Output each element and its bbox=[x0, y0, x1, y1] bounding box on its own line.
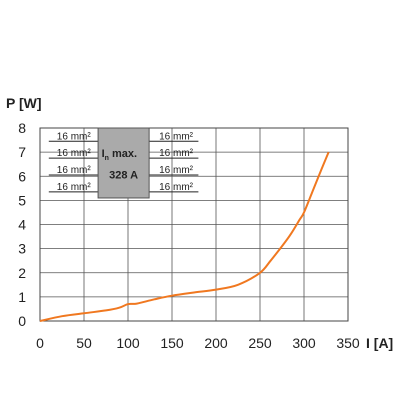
x-tick-label: 350 bbox=[336, 335, 360, 351]
y-tick-label: 8 bbox=[18, 120, 26, 136]
y-axis-title: P [W] bbox=[6, 95, 42, 111]
x-tick-label: 100 bbox=[116, 335, 140, 351]
y-tick-label: 1 bbox=[18, 289, 26, 305]
left-wire-label: 16 mm² bbox=[57, 131, 92, 142]
rated-current-subscript: n bbox=[105, 155, 109, 162]
right-wire-label: 16 mm² bbox=[159, 165, 194, 176]
left-wire-label: 16 mm² bbox=[57, 165, 92, 176]
left-wires: 16 mm² 16 mm² 16 mm² 16 mm² bbox=[48, 131, 99, 193]
x-tick-label: 300 bbox=[292, 335, 316, 351]
rated-current-symbol: I bbox=[102, 148, 105, 160]
x-tick-label: 250 bbox=[248, 335, 272, 351]
right-wire-label: 16 mm² bbox=[159, 182, 194, 193]
x-tick-label: 150 bbox=[160, 335, 184, 351]
y-tick-label: 6 bbox=[18, 168, 26, 184]
x-tick-label: 200 bbox=[204, 335, 228, 351]
rated-current-max: max. bbox=[112, 148, 137, 160]
terminal-block-box bbox=[97, 127, 150, 199]
y-tick-label: 7 bbox=[18, 144, 26, 160]
plot-frame bbox=[39, 127, 349, 322]
right-wire-label: 16 mm² bbox=[159, 131, 194, 142]
x-axis-title: I [A] bbox=[366, 335, 393, 351]
left-wire-label: 16 mm² bbox=[57, 148, 92, 159]
y-tick-label: 4 bbox=[18, 217, 26, 233]
rated-current-label: In max. bbox=[102, 148, 137, 162]
rated-current-value: 328 A bbox=[109, 170, 138, 182]
left-wire-label: 16 mm² bbox=[57, 182, 92, 193]
x-tick-label: 50 bbox=[76, 335, 92, 351]
right-wires: 16 mm² 16 mm² 16 mm² 16 mm² bbox=[149, 131, 199, 193]
x-tick-label: 0 bbox=[36, 335, 44, 351]
power-loss-line bbox=[39, 151, 330, 322]
x-tick-labels: 0 50 100 150 200 250 300 350 bbox=[36, 335, 360, 351]
y-tick-labels: 0 1 2 3 4 5 6 7 8 bbox=[18, 120, 26, 329]
y-tick-label: 5 bbox=[18, 192, 26, 208]
y-tick-label: 2 bbox=[18, 265, 26, 281]
right-wire-label: 16 mm² bbox=[159, 148, 194, 159]
y-tick-label: 3 bbox=[18, 241, 26, 257]
y-tick-label: 0 bbox=[18, 313, 26, 329]
